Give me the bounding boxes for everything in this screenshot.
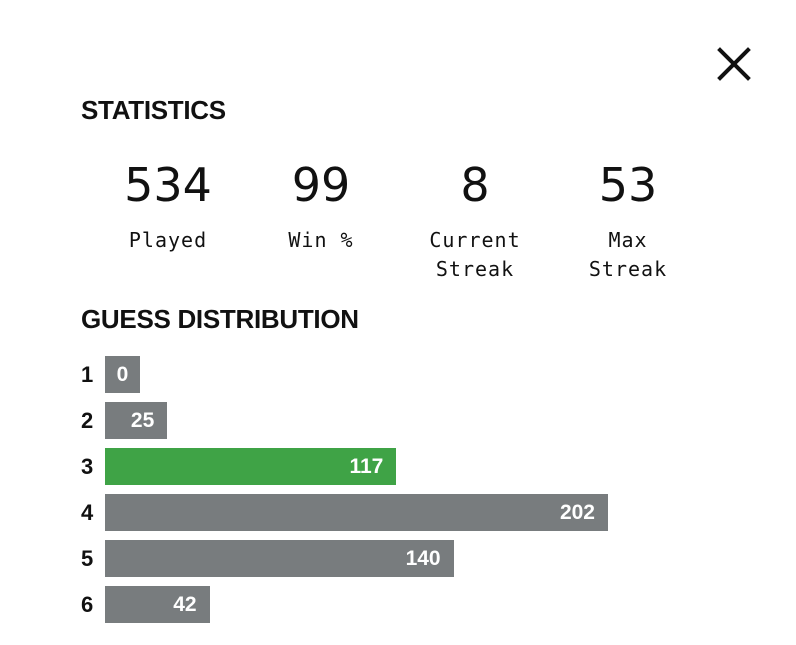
close-x-icon bbox=[717, 47, 751, 81]
distribution-count: 117 bbox=[349, 454, 384, 478]
guess-number: 5 bbox=[81, 546, 94, 571]
stat-max-streak: 53 Max Streak bbox=[553, 162, 703, 284]
distribution-bar: 117 bbox=[105, 448, 397, 485]
stat-label-line: Streak bbox=[435, 257, 515, 281]
stat-label: Win % bbox=[246, 226, 396, 255]
distribution-count: 42 bbox=[173, 592, 197, 616]
stat-current-streak: 8 Current Streak bbox=[400, 162, 550, 284]
stat-label: Played bbox=[93, 226, 243, 255]
distribution-bar: 25 bbox=[105, 402, 168, 439]
distribution-row: 5 140 bbox=[81, 540, 454, 577]
stat-label-line: Played bbox=[128, 228, 208, 252]
guess-distribution-title: GUESS DISTRIBUTION bbox=[81, 304, 359, 334]
guess-number: 4 bbox=[81, 500, 94, 525]
distribution-row: 2 25 bbox=[81, 402, 168, 439]
stat-win-percent: 99 Win % bbox=[246, 162, 396, 255]
distribution-bar: 140 bbox=[105, 540, 454, 577]
distribution-count: 0 bbox=[116, 362, 129, 386]
guess-number: 1 bbox=[81, 362, 94, 387]
distribution-count: 202 bbox=[559, 500, 595, 524]
stat-label-line: Max bbox=[608, 228, 648, 252]
guess-number: 2 bbox=[81, 408, 94, 433]
stat-value: 99 bbox=[291, 158, 351, 212]
stat-label: Max Streak bbox=[553, 226, 703, 284]
statistics-title: STATISTICS bbox=[81, 95, 226, 125]
guess-number: 6 bbox=[81, 592, 94, 617]
stat-value: 53 bbox=[598, 158, 658, 212]
stat-label-line: Current bbox=[429, 228, 521, 252]
stat-value: 534 bbox=[124, 158, 212, 212]
distribution-bar: 202 bbox=[105, 494, 608, 531]
distribution-row: 4 202 bbox=[81, 494, 608, 531]
distribution-row: 6 42 bbox=[81, 586, 210, 623]
stat-label: Current Streak bbox=[400, 226, 550, 284]
close-button[interactable] bbox=[712, 42, 756, 86]
distribution-count: 140 bbox=[405, 546, 441, 570]
stat-label-line: Win % bbox=[288, 228, 354, 252]
distribution-bar: 0 bbox=[105, 356, 140, 393]
stat-played: 534 Played bbox=[93, 162, 243, 255]
distribution-bar: 42 bbox=[105, 586, 210, 623]
distribution-row: 3 117 bbox=[81, 448, 397, 485]
stat-label-line: Streak bbox=[588, 257, 668, 281]
stat-value: 8 bbox=[460, 158, 490, 212]
distribution-count: 25 bbox=[130, 408, 155, 432]
guess-number: 3 bbox=[81, 454, 94, 479]
